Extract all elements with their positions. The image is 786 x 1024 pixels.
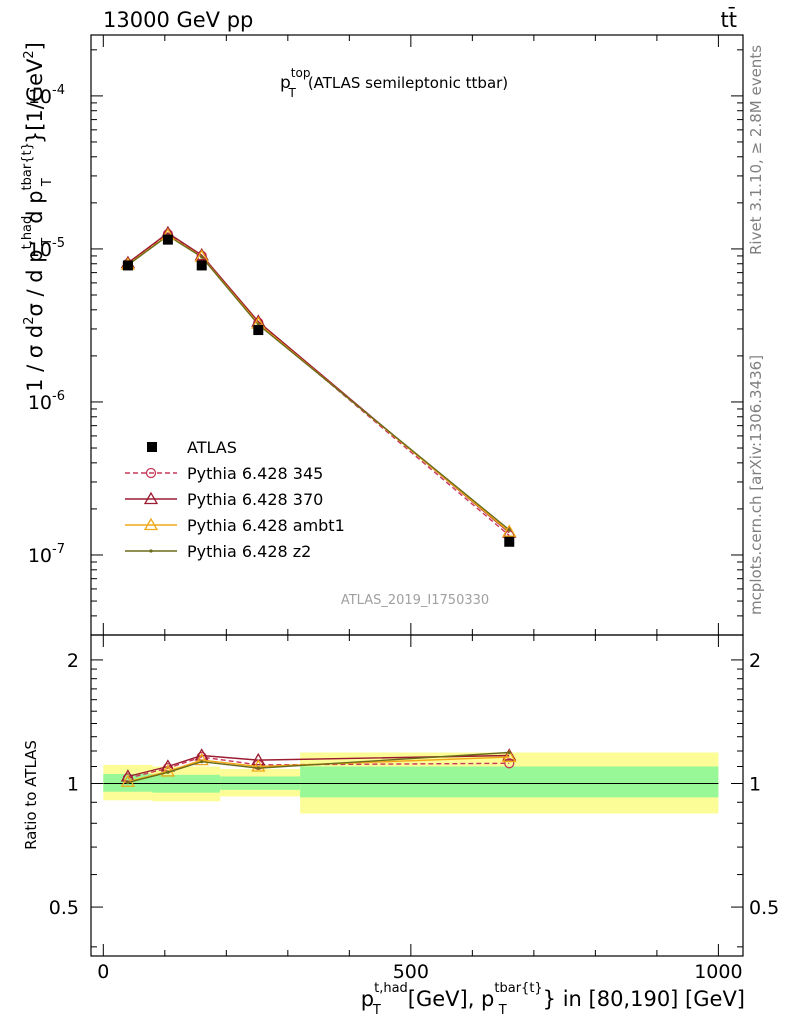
plot-title: ptop T(ATLAS semileptonic ttbar) — [280, 66, 508, 100]
ratio-series-line — [127, 754, 510, 778]
ratio-y-tick-label-right: 1 — [749, 773, 761, 795]
series-line — [127, 232, 510, 534]
ratio-series — [120, 748, 517, 787]
legend-marker-data — [147, 442, 157, 452]
series-marker — [256, 766, 260, 770]
series-marker — [251, 752, 266, 766]
series-marker — [200, 255, 204, 259]
rivet-version-label: Rivet 3.1.10, ≥ 2.8M events — [747, 45, 765, 255]
series-marker — [200, 760, 204, 764]
legend-label: Pythia 6.428 370 — [187, 490, 323, 509]
x-tick-label: 500 — [393, 961, 429, 983]
mcplots-label: mcplots.cern.ch [arXiv:1306.3436] — [747, 355, 765, 615]
y-tick-label: 10-5 — [28, 236, 65, 261]
series-marker — [502, 748, 517, 761]
legend: ATLAS Pythia 6.428 345 Pythia 6.428 370 Pyt… — [125, 438, 345, 561]
y-tick-label: 10-7 — [28, 542, 65, 567]
main-series — [120, 225, 517, 547]
series-marker — [149, 549, 153, 553]
y-tick-label: 10-4 — [28, 83, 65, 108]
data-point — [122, 260, 133, 271]
series-marker — [251, 759, 266, 772]
ratio-y-tick-label: 1 — [67, 773, 79, 795]
main-panel: ptop T(ATLAS semileptonic ttbar) ATLAS_20… — [28, 34, 744, 636]
series-line — [127, 234, 510, 533]
series-marker — [120, 774, 136, 787]
ratio-series-line — [127, 756, 510, 779]
legend-label: Pythia 6.428 ambt1 — [187, 516, 345, 535]
data-point — [162, 234, 173, 245]
x-tick-label: 1000 — [694, 961, 742, 983]
ratio-y-axis-label: Ratio to ATLAS — [22, 740, 40, 850]
process-label: tt̄ — [721, 7, 737, 32]
series-marker — [194, 247, 209, 261]
series-marker — [194, 752, 209, 766]
series-marker — [126, 781, 130, 785]
series-marker — [166, 770, 170, 774]
data-point — [504, 536, 515, 547]
collision-label: 13000 GeV pp — [103, 8, 253, 32]
ratio-y-tick-label: 0.5 — [49, 897, 79, 919]
main-axes: 10-7 10-6 10-5 10-4 — [28, 35, 743, 636]
ratio-bands — [103, 752, 719, 814]
series-marker — [502, 749, 517, 763]
x-axis-label: pt,had T [GeV], ptbar{t} T} in [80,190] [Ge… — [361, 981, 745, 1018]
series-marker — [143, 491, 159, 505]
ratio-frame — [90, 634, 744, 957]
ratio-panel: 0.5 0.5 1 1 2 2 0 500 1000 — [49, 634, 779, 983]
data-point — [196, 260, 207, 271]
data-point — [253, 325, 264, 336]
legend-label: Pythia 6.428 345 — [187, 464, 323, 483]
legend-label: ATLAS — [187, 438, 237, 457]
series-marker — [502, 524, 517, 537]
ratio-y-tick-label: 2 — [67, 650, 79, 672]
analysis-id-label: ATLAS_2019_I1750330 — [341, 593, 489, 608]
ratio-band-stat — [300, 766, 719, 798]
ratio-y-tick-label-right: 2 — [749, 650, 761, 672]
series-marker — [507, 528, 511, 532]
series-marker — [143, 517, 159, 531]
series-marker — [145, 467, 157, 479]
series-marker — [504, 758, 515, 769]
ratio-y-tick-label-right: 0.5 — [749, 897, 779, 919]
ratio-axes: 0.5 0.5 1 1 2 2 0 500 1000 — [49, 635, 779, 983]
legend-label: Pythia 6.428 z2 — [187, 542, 311, 561]
y-axis-label: 1 / σ d2σ / d pt,had Td ptbar{t} T}[1/GeV2… — [20, 42, 55, 392]
series-line — [127, 234, 510, 531]
y-tick-label: 10-6 — [28, 389, 65, 414]
x-tick-label: 0 — [97, 961, 109, 983]
series-marker — [507, 750, 511, 755]
